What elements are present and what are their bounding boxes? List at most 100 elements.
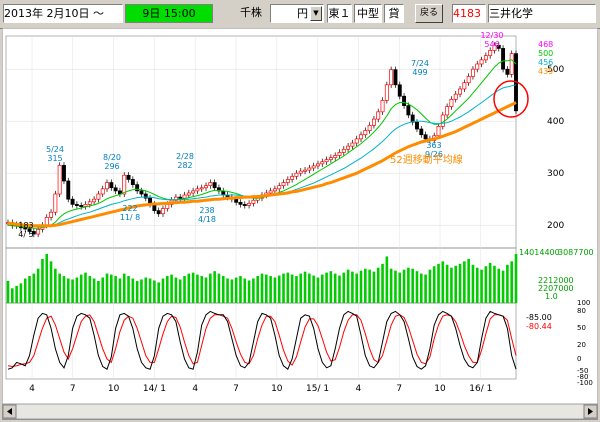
price-tick-label: 200 (547, 221, 564, 231)
volume-bar (165, 276, 169, 303)
volume-bar (230, 279, 234, 303)
price-candle (320, 161, 325, 165)
volume-bar (501, 270, 505, 303)
volume-bar (45, 254, 49, 303)
price-candle (156, 210, 161, 215)
ma-legend-value: 439 (538, 67, 553, 76)
volume-bar (445, 264, 449, 303)
volume-panel (6, 254, 518, 303)
market-field: 東１ (327, 4, 352, 23)
volume-bar (62, 276, 66, 303)
stoch-k-line (7, 310, 517, 370)
annotation-price: 222 (122, 204, 137, 213)
volume-bar (389, 268, 393, 303)
currency-value: 円 (297, 7, 308, 20)
price-candle (53, 193, 58, 213)
volume-bar (71, 279, 74, 303)
x-tick-label: 7 (233, 384, 239, 394)
volume-bar (316, 277, 320, 303)
volume-bar (32, 273, 36, 303)
annotation-price: 183 (18, 221, 33, 230)
price-candle (195, 188, 200, 192)
volume-bar (252, 278, 255, 303)
volume-bar (402, 269, 406, 303)
horizontal-scrollbar[interactable] (2, 403, 598, 420)
price-candle (290, 175, 295, 180)
price-candle (199, 187, 204, 190)
volume-bar (510, 261, 513, 303)
price-candle (234, 198, 239, 203)
annotation-date: 11/ 8 (120, 213, 141, 222)
volume-bar (41, 258, 44, 303)
volume-bar (394, 270, 397, 303)
volume-bar (170, 274, 173, 303)
volume-bar (428, 269, 432, 303)
volume-bar (415, 271, 419, 303)
price-candle (44, 217, 49, 226)
x-tick-label: 4 (29, 384, 35, 394)
price-candle (466, 76, 471, 84)
volume-bar (290, 274, 294, 303)
price-candle (307, 167, 312, 171)
volume-bar (467, 258, 470, 303)
annotation-date: 4/ 5 (18, 230, 33, 239)
volume-bar (493, 265, 496, 303)
chevron-down-icon[interactable]: ▼ (310, 6, 322, 21)
volume-bar (213, 271, 216, 303)
price-candle (62, 165, 66, 182)
price-tick-label: 300 (547, 169, 564, 179)
volume-bar (359, 270, 363, 303)
volume-bar (131, 278, 135, 303)
price-candle (333, 155, 338, 158)
volume-bar (140, 279, 143, 303)
annotation-date: 5/24 (46, 145, 64, 154)
back-button[interactable]: 戻る (415, 4, 443, 23)
date-field[interactable]: 2013年 2月10日 ～ (3, 4, 123, 23)
volume-bar (407, 267, 410, 303)
price-candle (423, 134, 428, 140)
price-candle (419, 128, 424, 136)
volume-label: 14014400 (519, 248, 560, 257)
price-candle (475, 63, 480, 70)
highlight-circle (493, 80, 529, 118)
price-candle (57, 165, 62, 195)
volume-bar (273, 277, 277, 303)
price-candle (113, 187, 118, 192)
price-candle (178, 196, 183, 199)
code-field[interactable]: 4183 (452, 4, 486, 23)
volume-bar (75, 277, 79, 303)
price-candle (74, 204, 79, 206)
price-candle (488, 50, 493, 57)
price-candle (247, 203, 252, 206)
price-candle (389, 69, 394, 86)
volume-bar (484, 266, 488, 303)
price-candle (316, 163, 320, 167)
volume-bar (153, 280, 156, 303)
price-candle (79, 205, 84, 207)
volume-bar (471, 264, 475, 303)
volume-bar (338, 275, 341, 303)
volume-bar (497, 268, 501, 303)
volume-bar (506, 264, 509, 303)
volume-bar (19, 283, 23, 303)
price-candle (212, 182, 217, 189)
time-box: 9日 15:00 (125, 4, 213, 23)
volume-bar (325, 272, 328, 303)
annotation-price: 238 (199, 206, 214, 215)
annotation-price: 282 (177, 161, 192, 170)
volume-label: 1.0 (545, 292, 558, 301)
price-candle (36, 229, 41, 235)
volume-bar (36, 268, 40, 303)
price-candle (440, 114, 445, 127)
price-candle (182, 194, 187, 199)
volume-bar (333, 273, 337, 303)
volume-bar (286, 272, 290, 303)
price-tick-label: 400 (547, 117, 564, 127)
volume-bar (191, 272, 195, 303)
volume-bar (144, 277, 148, 303)
annotation-price: 363 (426, 141, 441, 150)
volume-bar (385, 256, 389, 303)
currency-select[interactable]: 円 ▼ (270, 4, 324, 23)
volume-bar (243, 278, 247, 303)
